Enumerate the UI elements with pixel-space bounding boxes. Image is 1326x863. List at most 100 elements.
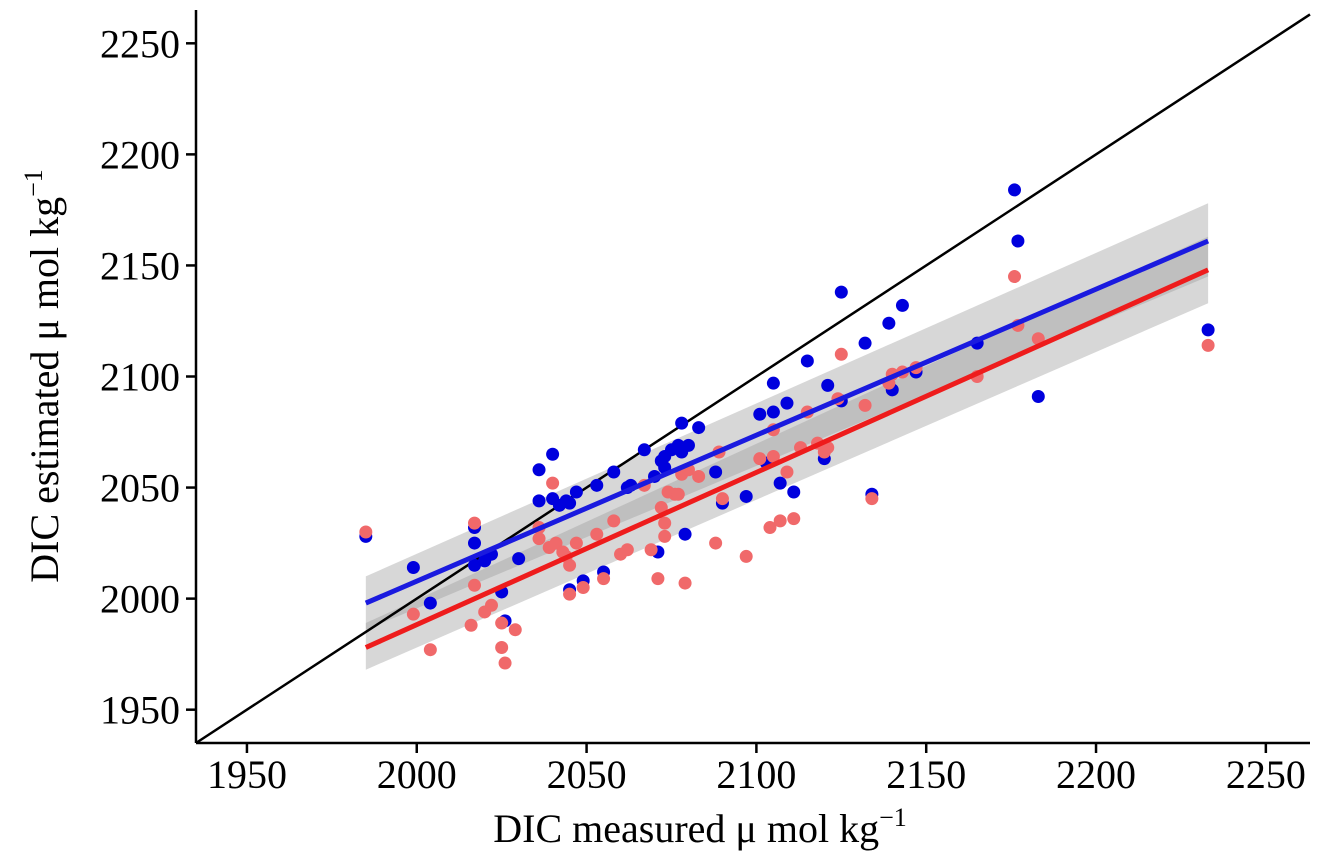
- x-axis-title-text: DIC measured μ mol kg: [493, 806, 879, 851]
- data-point-series-2: [569, 536, 583, 550]
- data-point-series-1: [607, 465, 621, 479]
- data-point-series-2: [576, 581, 590, 595]
- data-point-series-2: [563, 587, 577, 601]
- data-point-series-2: [563, 558, 577, 572]
- data-point-series-2: [498, 656, 512, 670]
- data-point-series-1: [753, 407, 767, 421]
- identity-line: [195, 13, 1311, 745]
- confidence-band-1: [365, 203, 1209, 630]
- data-point-series-2: [1201, 338, 1215, 352]
- data-point-series-1: [569, 485, 583, 499]
- data-point-series-2: [773, 514, 787, 528]
- data-point-series-1: [739, 489, 753, 503]
- y-axis-title-superscript: −1: [19, 169, 48, 197]
- y-tick-label: 2200: [100, 132, 180, 177]
- x-tick-label: 2100: [716, 752, 796, 797]
- data-point-series-2: [484, 598, 498, 612]
- reference-line-layer: [195, 13, 1311, 745]
- y-axis-title: DIC estimated μ mol kg−1: [19, 169, 67, 583]
- data-point-series-2: [858, 398, 872, 412]
- data-point-series-2: [464, 618, 478, 632]
- x-tick-label: 2200: [1056, 752, 1136, 797]
- data-point-series-2: [1008, 270, 1022, 284]
- data-point-series-2: [739, 549, 753, 563]
- data-point-series-1: [787, 485, 801, 499]
- data-point-series-1: [590, 478, 604, 492]
- data-point-series-2: [546, 476, 560, 490]
- data-point-series-1: [1011, 234, 1025, 248]
- y-tick-label: 2250: [100, 21, 180, 66]
- data-point-series-2: [658, 516, 672, 530]
- data-point-series-2: [359, 525, 373, 539]
- data-point-series-2: [508, 623, 522, 637]
- data-point-series-2: [468, 516, 481, 530]
- data-point-series-1: [546, 447, 560, 461]
- data-point-series-1: [766, 376, 780, 390]
- data-point-series-1: [1031, 389, 1045, 403]
- y-axis-title-text: DIC estimated μ mol kg: [22, 197, 67, 583]
- x-tick-label: 2150: [886, 752, 966, 797]
- data-point-series-2: [780, 465, 794, 479]
- data-point-series-1: [678, 527, 692, 541]
- data-point-series-2: [607, 514, 621, 528]
- data-point-series-2: [654, 501, 668, 515]
- data-point-series-2: [423, 643, 437, 657]
- data-point-series-1: [681, 438, 695, 452]
- data-point-series-1: [766, 405, 780, 419]
- data-point-series-2: [678, 576, 692, 590]
- data-point-series-2: [834, 347, 848, 361]
- data-point-series-1: [821, 378, 835, 392]
- y-tick-label: 2000: [100, 577, 180, 622]
- y-tick-label: 2100: [100, 355, 180, 400]
- y-tick-label: 2050: [100, 466, 180, 511]
- data-point-series-2: [620, 543, 634, 557]
- data-point-series-2: [406, 607, 420, 621]
- data-point-series-2: [468, 578, 481, 592]
- regression-line-series-2: [364, 267, 1210, 650]
- data-point-series-1: [1008, 183, 1022, 197]
- data-point-series-1: [1201, 323, 1215, 337]
- confidence-bands: [365, 203, 1209, 670]
- data-point-series-1: [709, 465, 723, 479]
- data-point-series-1: [532, 463, 546, 477]
- data-point-series-2: [692, 469, 706, 483]
- confidence-band-2: [365, 236, 1209, 670]
- data-point-series-2: [753, 452, 767, 466]
- data-point-series-2: [658, 529, 672, 543]
- data-point-series-2: [763, 521, 777, 535]
- data-point-series-1: [563, 496, 577, 510]
- data-point-series-1: [406, 561, 420, 575]
- fit-lines: [364, 238, 1210, 650]
- data-point-series-1: [512, 552, 526, 566]
- x-ticks: 1950 2000 2050 2100 2150 2200 2250: [207, 743, 1306, 797]
- data-point-series-2: [715, 492, 729, 506]
- data-point-series-2: [651, 572, 665, 586]
- data-point-series-2: [671, 487, 685, 501]
- data-point-series-2: [787, 512, 801, 526]
- data-point-series-1: [773, 476, 787, 490]
- y-tick-label: 2150: [100, 243, 180, 288]
- data-point-series-2: [495, 640, 509, 654]
- data-points: [359, 183, 1215, 670]
- data-point-series-2: [766, 449, 780, 463]
- data-point-series-2: [709, 536, 723, 550]
- data-point-series-2: [590, 527, 604, 541]
- data-point-series-2: [495, 616, 509, 630]
- x-tick-label: 1950: [207, 752, 287, 797]
- x-tick-label: 2000: [377, 752, 457, 797]
- data-point-series-2: [644, 543, 658, 557]
- data-point-series-1: [800, 354, 814, 368]
- data-point-series-1: [675, 416, 689, 430]
- data-point-series-2: [865, 492, 879, 506]
- data-point-series-1: [858, 336, 872, 350]
- x-axis-title: DIC measured μ mol kg−1: [493, 803, 907, 851]
- data-point-series-1: [692, 421, 706, 435]
- data-point-series-2: [597, 572, 611, 586]
- data-point-series-1: [468, 558, 481, 572]
- data-point-series-1: [834, 285, 848, 299]
- y-ticks: 1950 2000 2050 2100 2150 2200 2250: [100, 21, 196, 733]
- x-tick-label: 2050: [547, 752, 627, 797]
- data-point-series-1: [637, 443, 651, 457]
